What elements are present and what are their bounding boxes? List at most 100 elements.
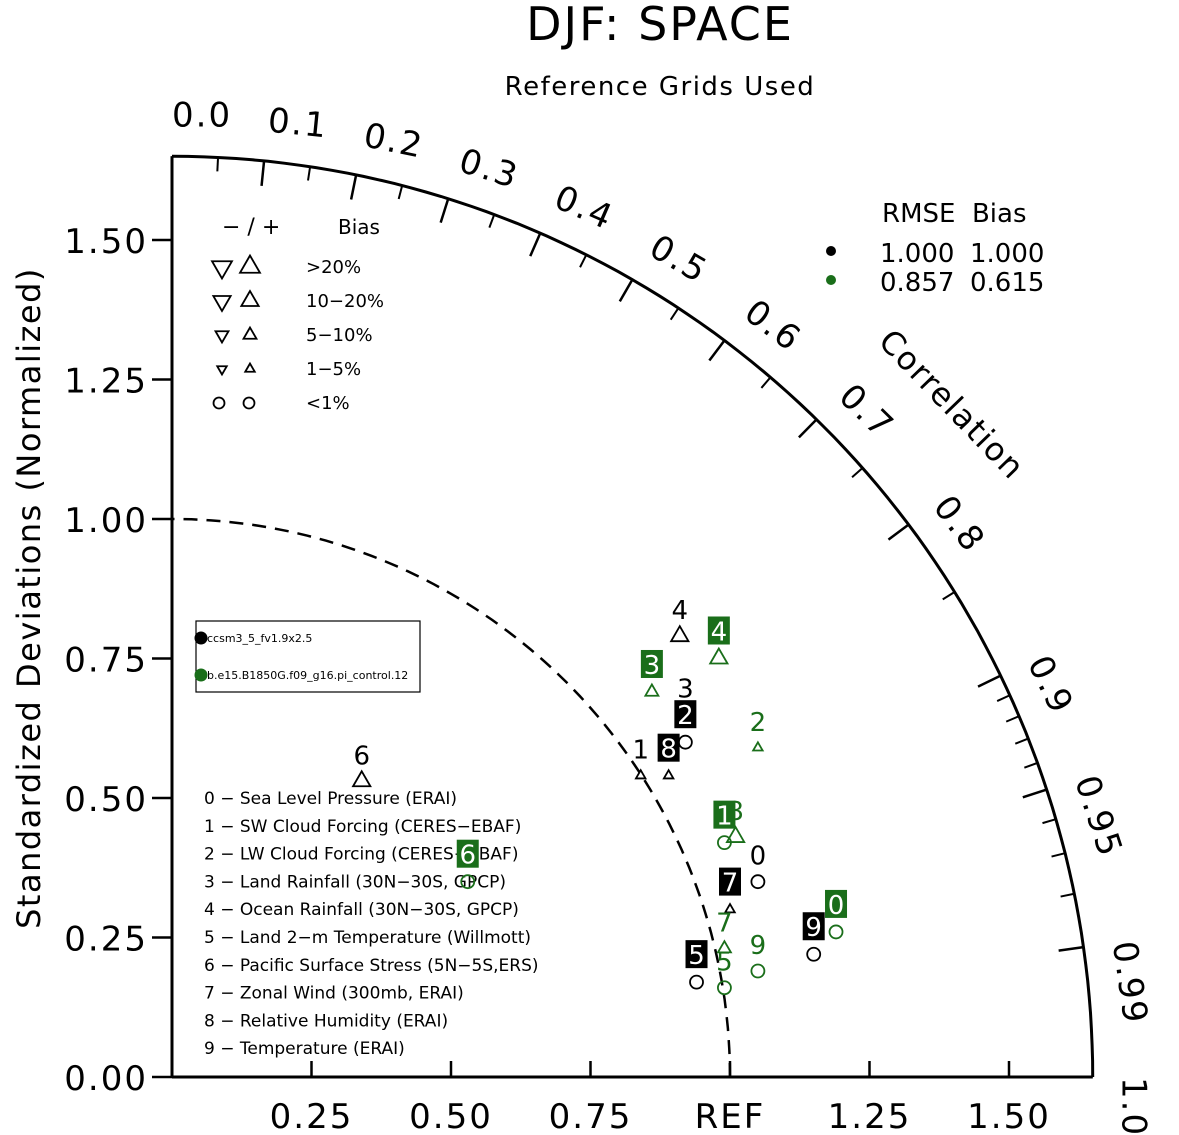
data-point: 2 (674, 700, 697, 750)
case-name: b.e15.B1850G.f09_g16.pi_control.12 (207, 669, 408, 682)
correlation-minor-tick (760, 376, 772, 389)
bias-legend-rows: >20% 10−20% 5−10% 1−5% <1% (210, 253, 384, 414)
bias-legend-label: 1−5% (306, 359, 361, 380)
point-label: 6 (353, 741, 370, 771)
point-label-box (657, 733, 680, 762)
y-tick-label: 1.00 (64, 501, 148, 541)
data-point: 7 (719, 867, 741, 914)
variable-list-item: 5 − Land 2−m Temperature (Willmott) (204, 928, 531, 948)
chart-subtitle: Reference Grids Used (505, 72, 816, 102)
rmse-legend-dot (826, 246, 836, 256)
correlation-label: 0.2 (360, 116, 427, 167)
point-label: 9 (750, 931, 767, 961)
point-label-box (456, 839, 479, 868)
point-marker (750, 963, 766, 979)
axes (170, 154, 1095, 1079)
bias-legend-label: 5−10% (306, 325, 373, 346)
point-label-box (674, 700, 697, 729)
point-marker (634, 768, 648, 780)
correlation-tick (260, 160, 266, 187)
data-point: 2 (750, 708, 767, 752)
y-tick-label: 0.50 (64, 780, 148, 820)
point-marker (460, 874, 476, 890)
data-point: 3 (677, 674, 694, 704)
point-marker (662, 768, 675, 780)
point-label: 2 (750, 708, 767, 738)
x-tick-label: 0.25 (270, 1097, 354, 1135)
variable-list: 0 − Sea Level Pressure (ERAI) 1 − SW Clou… (204, 789, 539, 1059)
point-label-box (719, 867, 741, 896)
point-marker (643, 682, 660, 697)
data-point: 1 (632, 736, 649, 780)
correlation-minor-tick (488, 214, 496, 228)
correlation-minor-tick (1051, 852, 1066, 858)
y-tick-label: 0.25 (64, 920, 148, 960)
x-tick-label: 0.50 (409, 1097, 493, 1135)
data-point: 4 (707, 616, 730, 665)
bias-up-triangle-icon (239, 289, 261, 307)
bias-down-triangle-icon (215, 365, 229, 377)
point-marker (669, 624, 690, 643)
bias-legend: − / + Bias >20% 10−20% 5−10% 1−5% <1% (210, 215, 384, 414)
case-color-dot (194, 631, 208, 645)
data-point: 7 (716, 909, 733, 954)
point-marker (725, 825, 746, 843)
variable-list-item: 8 − Relative Humidity (ERAI) (204, 1011, 448, 1031)
variable-list-item: 4 − Ocean Rainfall (30N−30S, GPCP) (204, 900, 519, 920)
point-label-box (685, 940, 708, 969)
correlation-tick (1022, 788, 1048, 799)
rmse-legend-header: RMSE Bias (882, 199, 1027, 229)
y-tick-label: 0.00 (64, 1059, 148, 1099)
case-color-dot (194, 668, 208, 682)
point-marker (677, 734, 693, 750)
x-axis-ticks: 0.25 0.50 0.75 REF 1.25 1.50 (270, 1061, 1049, 1135)
rmse-legend-dot (826, 275, 836, 285)
correlation-tick (798, 418, 818, 439)
point-marker (351, 769, 372, 788)
point-label: 3 (644, 651, 661, 681)
variable-list-item: 0 − Sea Level Pressure (ERAI) (204, 789, 457, 809)
rmse-value: 0.857 (880, 268, 954, 298)
point-label: 8 (727, 797, 744, 827)
point-label-box (713, 800, 736, 829)
data-point: 8 (725, 797, 746, 843)
point-label: 5 (688, 941, 705, 971)
correlation-minor-tick (942, 591, 956, 601)
data-point: 0 (750, 842, 766, 890)
point-label-box (640, 649, 663, 678)
y-tick-label: 0.75 (64, 641, 148, 681)
point-marker (750, 874, 766, 890)
correlation-label: 0.1 (266, 101, 330, 147)
bias-circle-icon (242, 396, 256, 410)
bias-up-triangle-icon (241, 325, 259, 340)
correlation-label: 0.4 (548, 178, 619, 239)
point-marker (689, 974, 704, 990)
data-point: 5 (716, 948, 733, 996)
correlation-label: 0.7 (831, 376, 902, 447)
correlation-tick (977, 674, 1002, 688)
variable-list-item: 7 − Zonal Wind (300mb, ERAI) (204, 984, 464, 1004)
correlation-label: 0.6 (737, 292, 809, 360)
variable-list-item: 9 − Temperature (ERAI) (204, 1039, 405, 1059)
point-label: 7 (722, 869, 739, 899)
bias-up-triangle-icon (238, 253, 262, 274)
data-point: 0 (825, 889, 848, 940)
case-legend-box (195, 620, 421, 693)
variable-list-item: 1 − SW Cloud Forcing (CERES−EBAF) (204, 817, 521, 837)
correlation-label: 0.99 (1104, 939, 1155, 1028)
point-label: 0 (828, 891, 845, 921)
point-label: 1 (632, 736, 649, 766)
bias-down-triangle-icon (213, 330, 231, 345)
data-point: 3 (640, 649, 663, 697)
x-tick-label: REF (695, 1097, 766, 1135)
correlation-minor-tick (216, 157, 220, 172)
bias-circle-icon (212, 396, 226, 410)
point-label: 4 (672, 596, 689, 626)
point-marker (751, 740, 765, 752)
correlation-label: 0.3 (454, 141, 523, 197)
correlation-tick (349, 174, 358, 200)
